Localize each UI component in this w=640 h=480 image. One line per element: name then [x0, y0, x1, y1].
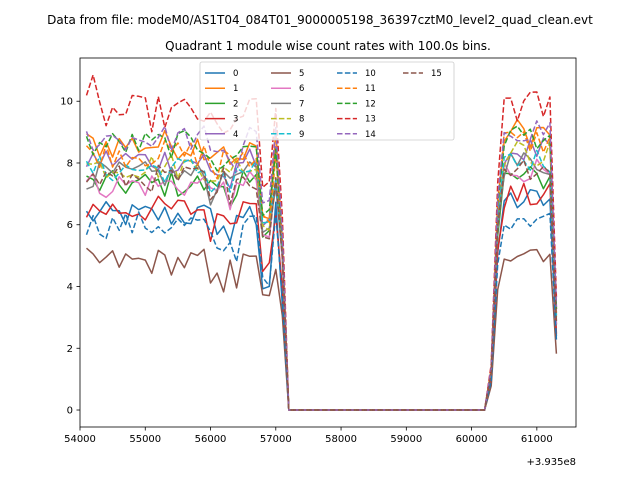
series-line-3	[85, 182, 558, 411]
y-tick-label: 4	[67, 282, 73, 293]
series-line-0	[85, 188, 558, 411]
legend-label-5: 5	[299, 69, 304, 79]
x-tick-label: 61000	[521, 434, 553, 445]
legend-label-12: 12	[365, 99, 376, 109]
x-tick-label: 54000	[64, 434, 96, 445]
legend-label-8: 8	[299, 115, 304, 125]
x-tick-label: 59000	[390, 434, 422, 445]
x-tick-label: 56000	[195, 434, 227, 445]
legend-label-2: 2	[233, 99, 238, 109]
series-line-8	[86, 140, 558, 411]
series-line-10	[85, 211, 558, 411]
y-tick-label: 10	[60, 97, 73, 108]
legend-box	[199, 61, 455, 141]
legend-label-11: 11	[365, 84, 376, 94]
y-tick-label: 0	[67, 406, 73, 417]
legend-label-6: 6	[299, 84, 304, 94]
legend-label-1: 1	[233, 84, 238, 94]
legend-label-14: 14	[365, 130, 376, 140]
x-offset-label: +3.935e8	[526, 457, 576, 468]
legend-label-10: 10	[365, 69, 376, 79]
series-line-14	[85, 120, 558, 411]
axes: 54000 55000 56000 57000 58000 59000 60000 61000…	[60, 57, 577, 468]
y-tick-label: 6	[67, 220, 73, 231]
legend-label-9: 9	[299, 130, 304, 140]
legend-label-7: 7	[299, 99, 304, 109]
legend-label-15: 15	[431, 69, 442, 79]
legend-label-3: 3	[233, 115, 238, 125]
legend-label-13: 13	[365, 115, 376, 125]
x-tick-label: 57000	[260, 434, 292, 445]
axes-frame	[79, 57, 577, 428]
series-line-15	[85, 159, 558, 411]
legend-label-4: 4	[233, 130, 238, 140]
series-line-11	[85, 131, 558, 411]
x-tick-label: 55000	[129, 434, 161, 445]
x-tick-label: 58000	[325, 434, 357, 445]
x-tick-label: 60000	[456, 434, 488, 445]
series-line-7	[86, 152, 558, 411]
series-line-12	[85, 125, 558, 411]
chart-title: Quadrant 1 module wise count rates with …	[165, 39, 491, 53]
series-lines	[85, 74, 558, 411]
y-tick-label: 2	[67, 344, 73, 355]
series-line-5	[86, 247, 558, 411]
figure-suptitle: Data from file: modeM0/AS1T04_084T01_900…	[47, 13, 593, 27]
legend-label-0: 0	[233, 69, 238, 79]
y-tick-label: 8	[67, 158, 73, 169]
series-line-6	[85, 158, 558, 411]
